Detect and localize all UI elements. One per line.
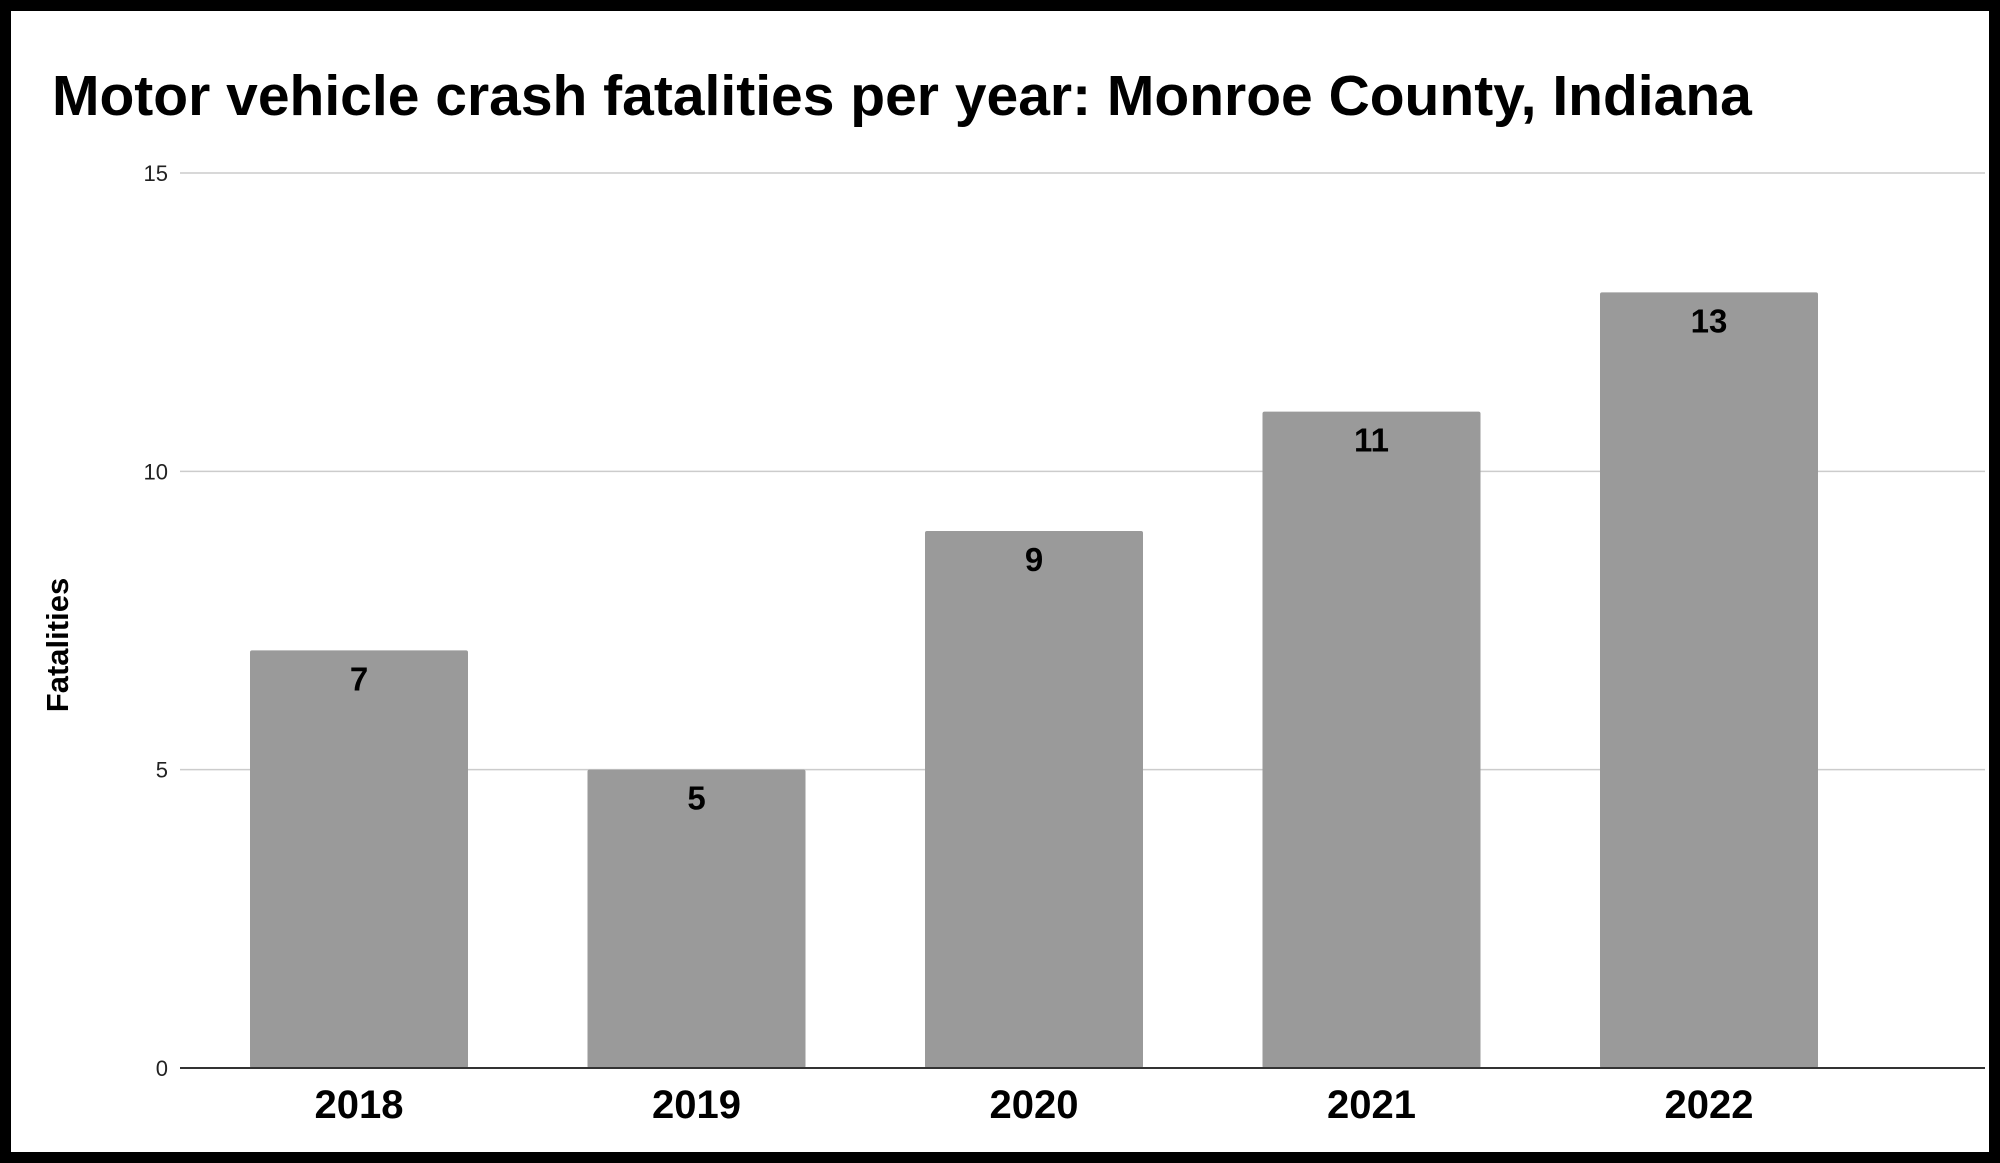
bar-2020 <box>925 531 1143 1068</box>
y-tick-label: 15 <box>144 161 168 186</box>
bar-2021 <box>1262 411 1481 1069</box>
data-label-2019: 5 <box>687 780 705 817</box>
data-labels: 7 5 9 11 13 <box>350 302 1728 816</box>
data-label-2021: 11 <box>1354 422 1389 459</box>
bar-2019 <box>587 769 806 1068</box>
x-tick-label-2021: 2021 <box>1327 1083 1416 1127</box>
data-label-2018: 7 <box>350 660 368 697</box>
x-tick-label-2022: 2022 <box>1665 1083 1754 1127</box>
y-axis-title: Fatalities <box>40 578 75 712</box>
y-tick-label: 5 <box>156 758 168 783</box>
y-tick-label: 10 <box>144 459 168 484</box>
bar-2022 <box>1600 292 1818 1068</box>
bars <box>250 292 1818 1069</box>
x-tick-label-2020: 2020 <box>990 1083 1079 1127</box>
chart-title: Motor vehicle crash fatalities per year:… <box>52 64 1752 128</box>
x-tick-label-2019: 2019 <box>652 1083 741 1127</box>
y-axis-ticks: 0 5 10 15 <box>144 161 168 1081</box>
data-label-2022: 13 <box>1691 302 1728 339</box>
x-tick-label-2018: 2018 <box>315 1083 404 1127</box>
x-axis-categories: 2018 2019 2020 2021 2022 <box>315 1083 1754 1127</box>
data-label-2020: 9 <box>1025 541 1043 578</box>
y-tick-label: 0 <box>156 1056 168 1081</box>
bar-2018 <box>250 650 468 1068</box>
